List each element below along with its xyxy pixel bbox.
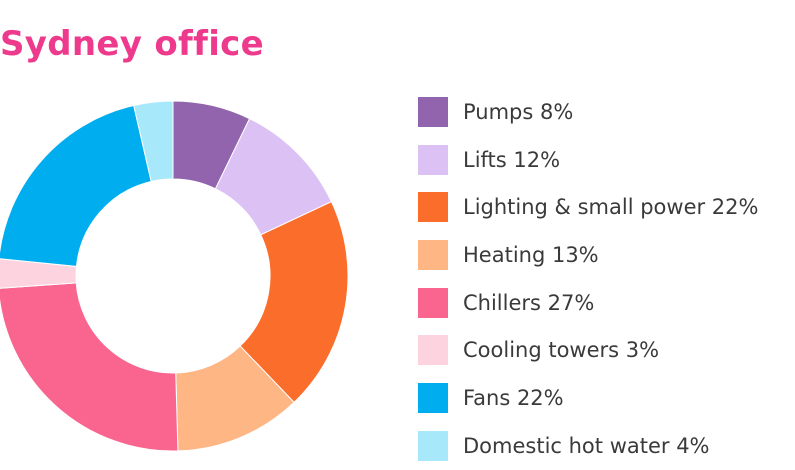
legend-label: Fans 22%	[463, 385, 564, 410]
legend-item: Lighting & small power 22%	[418, 183, 758, 231]
legend-swatch	[418, 430, 448, 461]
legend-item: Domestic hot water 4%	[418, 422, 758, 470]
legend-label: Lighting & small power 22%	[463, 195, 759, 220]
donut-chart	[0, 100, 349, 452]
donut-slice-chillers	[0, 282, 179, 452]
legend-label: Domestic hot water 4%	[463, 433, 710, 458]
chart-title: Sydney office	[0, 24, 264, 64]
donut-slice-lighting-small-power	[239, 201, 349, 404]
legend-label: Pumps 8%	[463, 99, 574, 124]
legend-label: Chillers 27%	[463, 290, 595, 315]
legend-label: Heating 13%	[463, 242, 599, 267]
donut-slice-domestic-hot-water	[133, 100, 174, 183]
legend-label: Lifts 12%	[463, 147, 561, 172]
legend-item: Chillers 27%	[418, 279, 758, 327]
legend-swatch	[418, 192, 448, 223]
legend-swatch	[418, 96, 448, 127]
legend-item: Pumps 8%	[418, 88, 758, 136]
legend-swatch	[418, 239, 448, 270]
legend-swatch	[418, 287, 448, 318]
chart-legend: Pumps 8% Lifts 12% Lighting & small power …	[418, 88, 758, 470]
legend-label: Cooling towers 3%	[463, 338, 660, 363]
legend-item: Lifts 12%	[418, 136, 758, 184]
legend-swatch	[418, 382, 448, 413]
legend-item: Cooling towers 3%	[418, 326, 758, 374]
legend-swatch	[418, 144, 448, 175]
legend-item: Fans 22%	[418, 374, 758, 422]
legend-swatch	[418, 335, 448, 366]
legend-item: Heating 13%	[418, 231, 758, 279]
donut-slice-fans	[0, 104, 152, 267]
